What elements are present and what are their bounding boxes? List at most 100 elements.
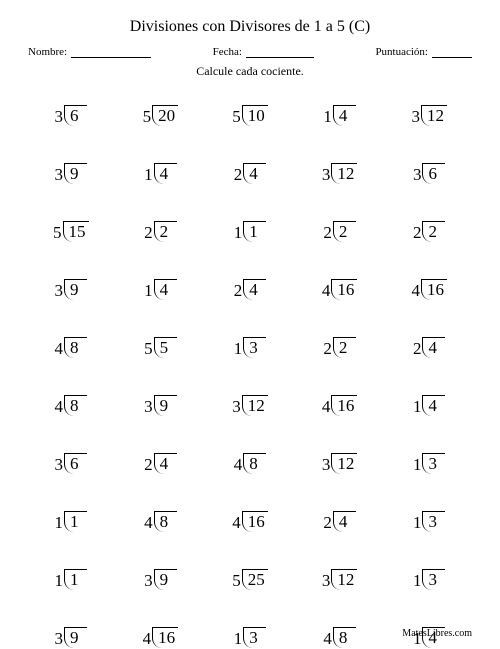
divisor-value: 3 [55, 455, 65, 475]
division-problem: 14 [118, 267, 204, 301]
division-problem: 416 [118, 615, 204, 649]
dividend-value: 2 [333, 337, 356, 358]
divisor-value: 1 [55, 513, 65, 533]
division-problem: 24 [386, 325, 472, 359]
score-blank[interactable] [432, 46, 472, 58]
page-title: Divisiones con Divisores de 1 a 5 (C) [28, 18, 472, 36]
division-problem: 416 [297, 267, 383, 301]
division-problem: 11 [207, 209, 293, 243]
dividend-value: 4 [333, 105, 356, 126]
dividend-value: 9 [64, 279, 87, 300]
divisor-value: 4 [234, 455, 244, 475]
divisor-value: 4 [232, 513, 242, 533]
dividend-value: 25 [242, 569, 268, 590]
divisor-value: 3 [322, 165, 332, 185]
divisor-value: 3 [144, 571, 154, 591]
division-problem: 11 [28, 557, 114, 591]
dividend-value: 6 [422, 163, 445, 184]
division-problem: 24 [207, 151, 293, 185]
dividend-value: 16 [242, 511, 268, 532]
division-problem: 14 [386, 383, 472, 417]
division-problem: 515 [28, 209, 114, 243]
dividend-value: 8 [154, 511, 177, 532]
dividend-value: 4 [333, 511, 356, 532]
dividend-value: 9 [64, 163, 87, 184]
dividend-value: 9 [154, 395, 177, 416]
division-problem: 39 [28, 267, 114, 301]
division-problem: 22 [297, 325, 383, 359]
divisor-value: 5 [232, 571, 242, 591]
worksheet-page: Divisiones con Divisores de 1 a 5 (C) No… [0, 0, 500, 647]
dividend-value: 10 [242, 105, 268, 126]
division-problem: 13 [207, 615, 293, 649]
divisor-value: 5 [232, 107, 242, 127]
division-problem: 39 [28, 615, 114, 649]
divisor-value: 2 [144, 455, 154, 475]
divisor-value: 1 [413, 397, 423, 417]
divisor-value: 1 [323, 107, 333, 127]
divisor-value: 3 [232, 397, 242, 417]
division-problem: 48 [207, 441, 293, 475]
division-problem: 39 [28, 151, 114, 185]
dividend-value: 3 [422, 511, 445, 532]
division-problem: 13 [386, 557, 472, 591]
date-blank[interactable] [246, 46, 314, 58]
dividend-value: 4 [243, 279, 266, 300]
dividend-value: 2 [154, 221, 177, 242]
division-problem: 48 [297, 615, 383, 649]
divisor-value: 2 [323, 513, 333, 533]
division-problem: 312 [297, 151, 383, 185]
division-problem: 22 [118, 209, 204, 243]
dividend-value: 3 [422, 453, 445, 474]
divisor-value: 2 [144, 223, 154, 243]
divisor-value: 2 [323, 339, 333, 359]
division-problem: 312 [207, 383, 293, 417]
division-problem: 36 [28, 93, 114, 127]
divisor-value: 2 [323, 223, 333, 243]
name-blank[interactable] [71, 46, 151, 58]
division-problem: 520 [118, 93, 204, 127]
dividend-value: 4 [422, 337, 445, 358]
division-problem: 36 [28, 441, 114, 475]
divisor-value: 1 [234, 339, 244, 359]
divisor-value: 1 [413, 571, 423, 591]
dividend-value: 16 [331, 395, 357, 416]
header-row: Nombre: Fecha: Puntuación: [28, 46, 472, 58]
divisor-value: 4 [322, 397, 332, 417]
divisor-value: 5 [53, 223, 63, 243]
dividend-value: 2 [333, 221, 356, 242]
instruction-text: Calcule cada cociente. [28, 64, 472, 79]
footer-credit: MatesLibres.com [402, 628, 472, 639]
divisor-value: 4 [323, 629, 333, 649]
divisor-value: 1 [413, 513, 423, 533]
dividend-value: 3 [422, 569, 445, 590]
divisor-value: 3 [413, 165, 423, 185]
divisor-value: 2 [234, 281, 244, 301]
division-problem: 13 [386, 441, 472, 475]
divisor-value: 3 [322, 571, 332, 591]
date-label: Fecha: [213, 46, 242, 58]
divisor-value: 2 [413, 223, 423, 243]
divisor-value: 4 [143, 629, 153, 649]
divisor-value: 3 [322, 455, 332, 475]
dividend-value: 8 [64, 337, 87, 358]
score-field: Puntuación: [375, 46, 472, 58]
division-problem: 312 [297, 441, 383, 475]
dividend-value: 9 [64, 627, 87, 648]
divisor-value: 1 [144, 281, 154, 301]
divisor-value: 4 [55, 397, 65, 417]
dividend-value: 1 [64, 569, 87, 590]
division-problem: 14 [297, 93, 383, 127]
divisor-value: 1 [234, 629, 244, 649]
dividend-value: 12 [331, 163, 357, 184]
divisor-value: 2 [413, 339, 423, 359]
dividend-value: 2 [422, 221, 445, 242]
dividend-value: 16 [152, 627, 178, 648]
division-problem: 36 [386, 151, 472, 185]
division-problem: 11 [28, 499, 114, 533]
divisor-value: 4 [411, 281, 421, 301]
divisor-value: 4 [322, 281, 332, 301]
dividend-value: 6 [64, 105, 87, 126]
dividend-value: 3 [243, 627, 266, 648]
division-problem: 48 [118, 499, 204, 533]
